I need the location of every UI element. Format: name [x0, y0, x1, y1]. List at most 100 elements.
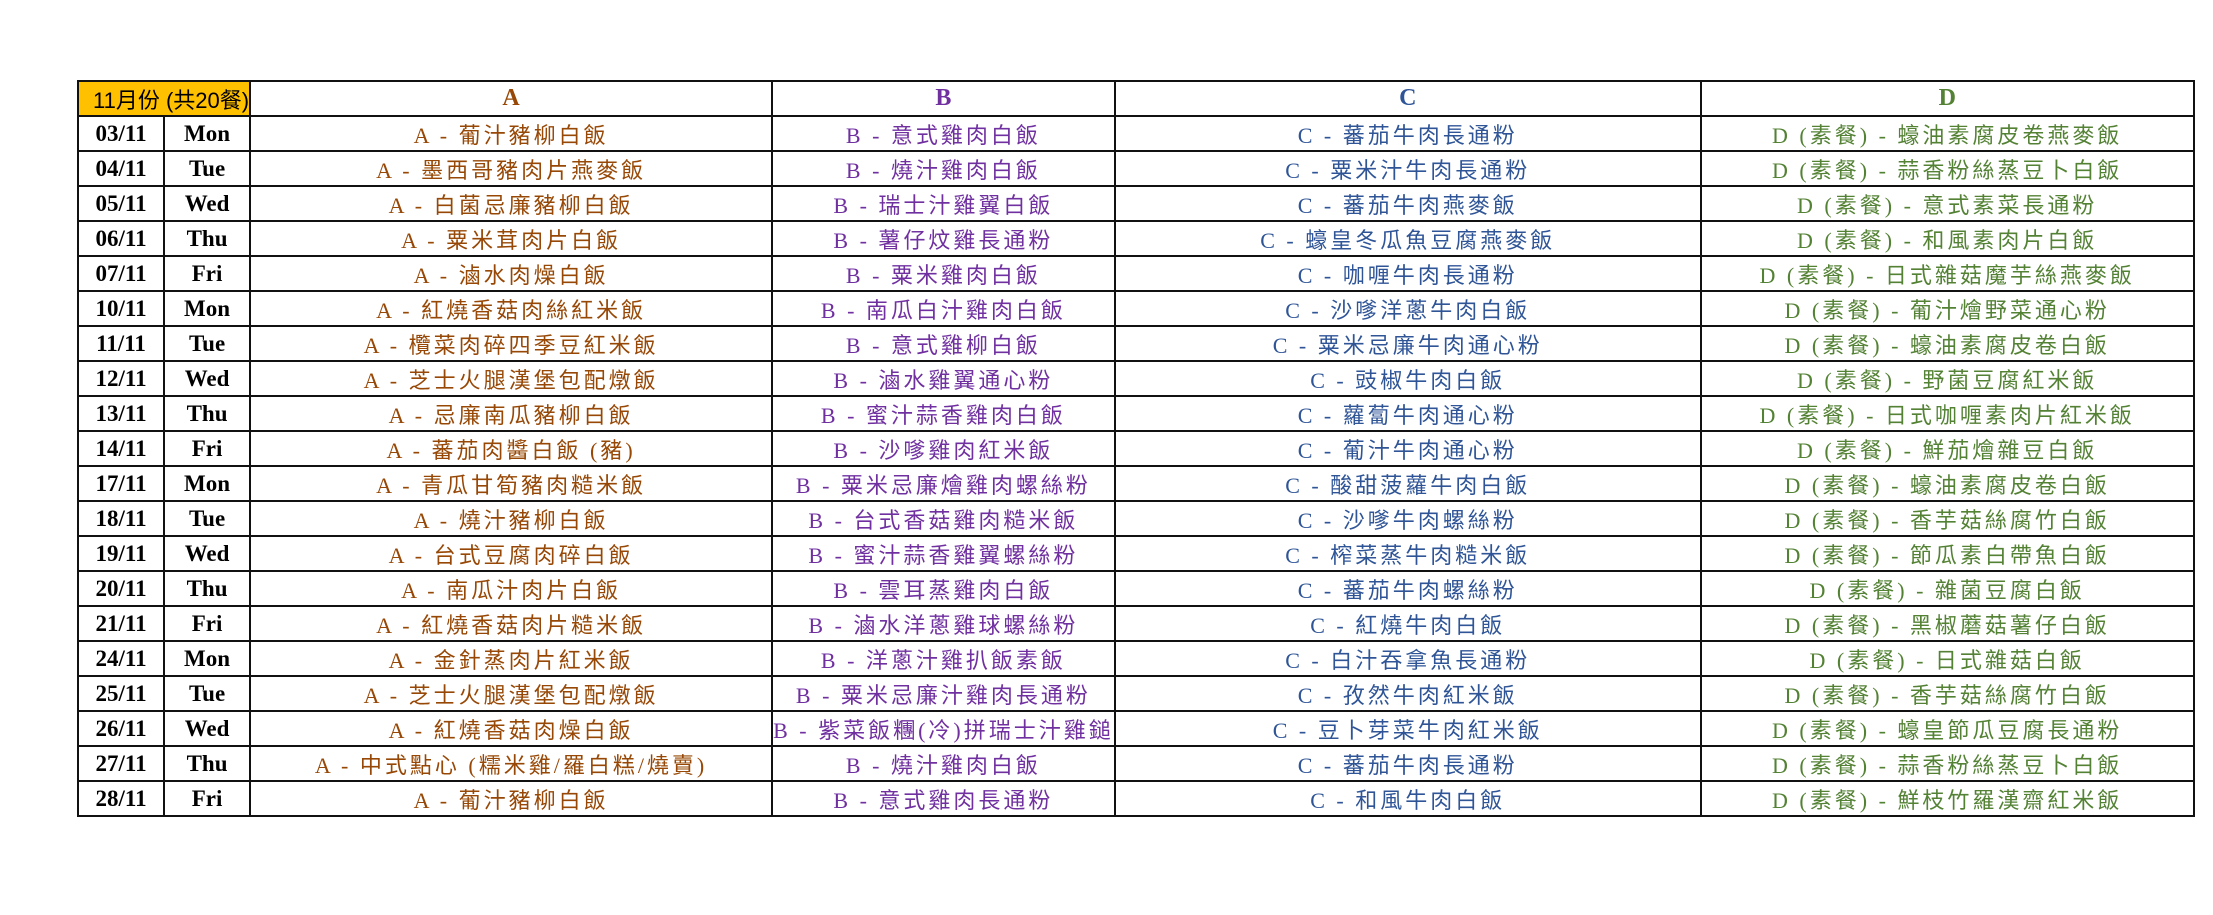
meal-a-cell: A - 金針蒸肉片紅米飯 — [249, 640, 774, 677]
column-header-a: A — [249, 80, 774, 117]
meal-c-cell: C - 孜然牛肉紅米飯 — [1113, 675, 1702, 712]
meal-b-cell: B - 瑞士汁雞翼白飯 — [771, 185, 1116, 222]
meal-a-cell: A - 蕃茄肉醬白飯 (豬) — [249, 430, 774, 467]
lunch-menu-table: 11月份 (共20餐) A B C D 03/11 Mon A - 葡汁豬柳白飯 B … — [76, 80, 2195, 817]
meal-a-cell: A - 葡汁豬柳白飯 — [249, 780, 774, 817]
meal-d-cell: D (素餐) - 香芋菇絲腐竹白飯 — [1699, 500, 2195, 537]
day-cell: Wed — [163, 185, 252, 222]
date-cell: 07/11 — [76, 255, 166, 292]
meal-c-cell: C - 粟米汁牛肉長通粉 — [1113, 150, 1702, 187]
meal-c-cell: C - 豉椒牛肉白飯 — [1113, 360, 1702, 397]
day-cell: Thu — [163, 745, 252, 782]
table-row: 13/11 Thu A - 忌廉南瓜豬柳白飯 B - 蜜汁蒜香雞肉白飯 C - 蘿蔔牛肉… — [76, 395, 2195, 432]
meal-c-cell: C - 蕃茄牛肉螺絲粉 — [1113, 570, 1702, 607]
meal-b-cell: B - 南瓜白汁雞肉白飯 — [771, 290, 1116, 327]
day-cell: Fri — [163, 430, 252, 467]
date-cell: 28/11 — [76, 780, 166, 817]
meal-d-cell: D (素餐) - 日式雜菇魔芋絲燕麥飯 — [1699, 255, 2195, 292]
day-cell: Wed — [163, 710, 252, 747]
meal-b-cell: B - 滷水洋蔥雞球螺絲粉 — [771, 605, 1116, 642]
meal-c-cell: C - 榨菜蒸牛肉糙米飯 — [1113, 535, 1702, 572]
day-cell: Wed — [163, 535, 252, 572]
meal-a-cell: A - 葡汁豬柳白飯 — [249, 115, 774, 152]
table-row: 21/11 Fri A - 紅燒香菇肉片糙米飯 B - 滷水洋蔥雞球螺絲粉 C - 紅燒… — [76, 605, 2195, 642]
meal-b-cell: B - 蜜汁蒜香雞肉白飯 — [771, 395, 1116, 432]
meal-b-cell: B - 意式雞肉長通粉 — [771, 780, 1116, 817]
date-cell: 19/11 — [76, 535, 166, 572]
meal-d-cell: D (素餐) - 鮮枝竹羅漢齋紅米飯 — [1699, 780, 2195, 817]
meal-a-cell: A - 南瓜汁肉片白飯 — [249, 570, 774, 607]
day-cell: Fri — [163, 780, 252, 817]
table-row: 18/11 Tue A - 燒汁豬柳白飯 B - 台式香菇雞肉糙米飯 C - 沙嗲牛肉螺… — [76, 500, 2195, 537]
table-row: 24/11 Mon A - 金針蒸肉片紅米飯 B - 洋蔥汁雞扒飯素飯 C - 白汁吞拿… — [76, 640, 2195, 677]
meal-a-cell: A - 芝士火腿漢堡包配燉飯 — [249, 675, 774, 712]
date-cell: 06/11 — [76, 220, 166, 257]
meal-c-cell: C - 蘿蔔牛肉通心粉 — [1113, 395, 1702, 432]
meal-c-cell: C - 粟米忌廉牛肉通心粉 — [1113, 325, 1702, 362]
meal-a-cell: A - 燒汁豬柳白飯 — [249, 500, 774, 537]
day-cell: Tue — [163, 325, 252, 362]
table-row: 03/11 Mon A - 葡汁豬柳白飯 B - 意式雞肉白飯 C - 蕃茄牛肉長通粉 D… — [76, 115, 2195, 152]
meal-d-cell: D (素餐) - 蠔油素腐皮卷白飯 — [1699, 325, 2195, 362]
meal-b-cell: B - 粟米忌廉燴雞肉螺絲粉 — [771, 465, 1116, 502]
day-cell: Tue — [163, 675, 252, 712]
month-title: 11月份 (共20餐) — [76, 80, 252, 117]
table-row: 14/11 Fri A - 蕃茄肉醬白飯 (豬) B - 沙嗲雞肉紅米飯 C - 葡汁牛… — [76, 430, 2195, 467]
meal-d-cell: D (素餐) - 黑椒蘑菇薯仔白飯 — [1699, 605, 2195, 642]
meal-a-cell: A - 白菌忌廉豬柳白飯 — [249, 185, 774, 222]
day-cell: Thu — [163, 220, 252, 257]
table-row: 04/11 Tue A - 墨西哥豬肉片燕麥飯 B - 燒汁雞肉白飯 C - 粟米汁牛肉… — [76, 150, 2195, 187]
meal-a-cell: A - 墨西哥豬肉片燕麥飯 — [249, 150, 774, 187]
meal-a-cell: A - 芝士火腿漢堡包配燉飯 — [249, 360, 774, 397]
meal-b-cell: B - 紫菜飯糰(冷)拼瑞士汁雞鎚 — [771, 710, 1116, 747]
meal-c-cell: C - 葡汁牛肉通心粉 — [1113, 430, 1702, 467]
date-cell: 04/11 — [76, 150, 166, 187]
table-row: 27/11 Thu A - 中式點心 (糯米雞/羅白糕/燒賣) B - 燒汁雞肉白飯 C… — [76, 745, 2195, 782]
date-cell: 12/11 — [76, 360, 166, 397]
column-header-d: D — [1699, 80, 2195, 117]
meal-d-cell: D (素餐) - 蠔皇節瓜豆腐長通粉 — [1699, 710, 2195, 747]
meal-d-cell: D (素餐) - 蠔油素腐皮卷燕麥飯 — [1699, 115, 2195, 152]
date-cell: 20/11 — [76, 570, 166, 607]
table-row: 10/11 Mon A - 紅燒香菇肉絲紅米飯 B - 南瓜白汁雞肉白飯 C - 沙嗲洋… — [76, 290, 2195, 327]
table-row: 17/11 Mon A - 青瓜甘筍豬肉糙米飯 B - 粟米忌廉燴雞肉螺絲粉 C - 酸… — [76, 465, 2195, 502]
date-cell: 17/11 — [76, 465, 166, 502]
meal-d-cell: D (素餐) - 蒜香粉絲蒸豆卜白飯 — [1699, 745, 2195, 782]
meal-c-cell: C - 沙嗲牛肉螺絲粉 — [1113, 500, 1702, 537]
day-cell: Thu — [163, 570, 252, 607]
meal-d-cell: D (素餐) - 蒜香粉絲蒸豆卜白飯 — [1699, 150, 2195, 187]
meal-a-cell: A - 忌廉南瓜豬柳白飯 — [249, 395, 774, 432]
meal-d-cell: D (素餐) - 節瓜素白帶魚白飯 — [1699, 535, 2195, 572]
meal-d-cell: D (素餐) - 和風素肉片白飯 — [1699, 220, 2195, 257]
meal-a-cell: A - 紅燒香菇肉片糙米飯 — [249, 605, 774, 642]
meal-d-cell: D (素餐) - 雜菌豆腐白飯 — [1699, 570, 2195, 607]
date-cell: 24/11 — [76, 640, 166, 677]
day-cell: Fri — [163, 605, 252, 642]
date-cell: 25/11 — [76, 675, 166, 712]
meal-d-cell: D (素餐) - 香芋菇絲腐竹白飯 — [1699, 675, 2195, 712]
table-row: 19/11 Wed A - 台式豆腐肉碎白飯 B - 蜜汁蒜香雞翼螺絲粉 C - 榨菜蒸… — [76, 535, 2195, 572]
meal-b-cell: B - 滷水雞翼通心粉 — [771, 360, 1116, 397]
meal-a-cell: A - 紅燒香菇肉絲紅米飯 — [249, 290, 774, 327]
table-row: 11/11 Tue A - 欖菜肉碎四季豆紅米飯 B - 意式雞柳白飯 C - 粟米忌廉… — [76, 325, 2195, 362]
meal-b-cell: B - 洋蔥汁雞扒飯素飯 — [771, 640, 1116, 677]
table-row: 20/11 Thu A - 南瓜汁肉片白飯 B - 雲耳蒸雞肉白飯 C - 蕃茄牛肉螺絲… — [76, 570, 2195, 607]
meal-b-cell: B - 粟米雞肉白飯 — [771, 255, 1116, 292]
meal-b-cell: B - 蜜汁蒜香雞翼螺絲粉 — [771, 535, 1116, 572]
meal-d-cell: D (素餐) - 野菌豆腐紅米飯 — [1699, 360, 2195, 397]
meal-a-cell: A - 台式豆腐肉碎白飯 — [249, 535, 774, 572]
meal-b-cell: B - 台式香菇雞肉糙米飯 — [771, 500, 1116, 537]
date-cell: 13/11 — [76, 395, 166, 432]
header-row: 11月份 (共20餐) A B C D — [76, 80, 2195, 117]
meal-d-cell: D (素餐) - 意式素菜長通粉 — [1699, 185, 2195, 222]
table-row: 25/11 Tue A - 芝士火腿漢堡包配燉飯 B - 粟米忌廉汁雞肉長通粉 C - … — [76, 675, 2195, 712]
date-cell: 10/11 — [76, 290, 166, 327]
date-cell: 21/11 — [76, 605, 166, 642]
meal-b-cell: B - 沙嗲雞肉紅米飯 — [771, 430, 1116, 467]
meal-d-cell: D (素餐) - 葡汁燴野菜通心粉 — [1699, 290, 2195, 327]
meal-d-cell: D (素餐) - 蠔油素腐皮卷白飯 — [1699, 465, 2195, 502]
table-row: 26/11 Wed A - 紅燒香菇肉燥白飯 B - 紫菜飯糰(冷)拼瑞士汁雞鎚 C -… — [76, 710, 2195, 747]
meal-d-cell: D (素餐) - 日式咖喱素肉片紅米飯 — [1699, 395, 2195, 432]
meal-c-cell: C - 酸甜菠蘿牛肉白飯 — [1113, 465, 1702, 502]
meal-a-cell: A - 紅燒香菇肉燥白飯 — [249, 710, 774, 747]
